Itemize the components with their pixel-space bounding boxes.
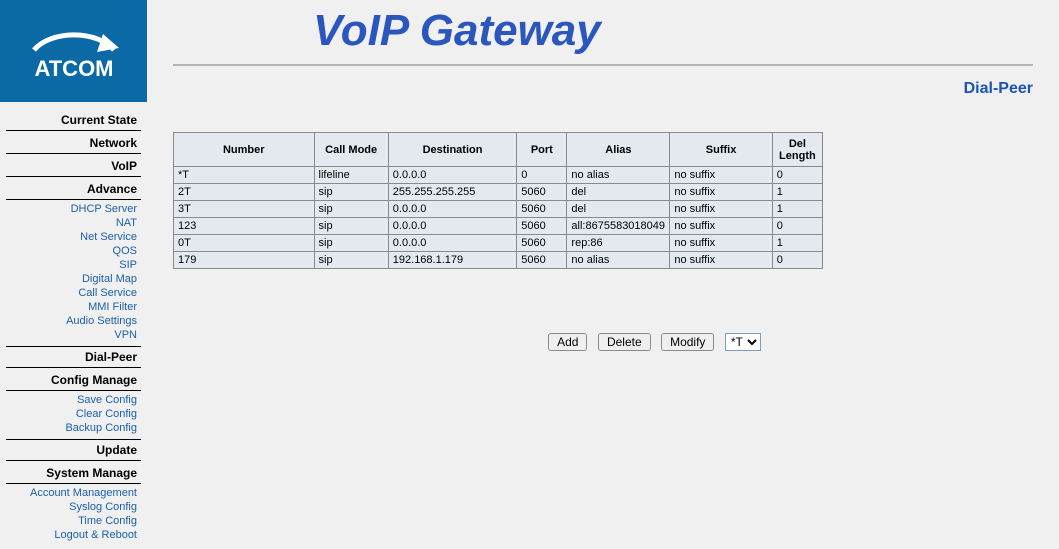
table-cell: 3T: [174, 201, 315, 218]
table-cell: sip: [314, 218, 388, 235]
nav-item-syslog-config[interactable]: Syslog Config: [6, 500, 137, 514]
nav-config-manage[interactable]: Config Manage: [6, 370, 141, 391]
table-cell: 255.255.255.255: [388, 184, 516, 201]
table-row: 2Tsip255.255.255.2555060delno suffix1: [174, 184, 823, 201]
table-cell: 5060: [517, 252, 567, 269]
nav-system-manage[interactable]: System Manage: [6, 463, 141, 484]
table-row: 123sip0.0.0.05060all:8675583018049no suf…: [174, 218, 823, 235]
col-port: Port: [517, 133, 567, 167]
nav-item-logout-reboot[interactable]: Logout & Reboot: [6, 528, 137, 542]
table-cell: sip: [314, 184, 388, 201]
table-cell: rep:86: [567, 235, 670, 252]
nav-voip[interactable]: VoIP: [6, 156, 141, 177]
nav-current-state[interactable]: Current State: [6, 110, 141, 131]
nav-update[interactable]: Update: [6, 440, 141, 461]
nav-item-time-config[interactable]: Time Config: [6, 514, 137, 528]
col-suffix: Suffix: [670, 133, 772, 167]
page-subtitle: Dial-Peer: [173, 80, 1033, 98]
nav-advance[interactable]: Advance: [6, 179, 141, 200]
nav-item-dhcp-server[interactable]: DHCP Server: [6, 202, 137, 216]
table-cell: 2T: [174, 184, 315, 201]
nav-item-mmi-filter[interactable]: MMI Filter: [6, 300, 137, 314]
table-cell: 5060: [517, 201, 567, 218]
col-alias: Alias: [567, 133, 670, 167]
table-cell: 0.0.0.0: [388, 218, 516, 235]
table-cell: 0.0.0.0: [388, 201, 516, 218]
col-call-mode: Call Mode: [314, 133, 388, 167]
col-number: Number: [174, 133, 315, 167]
nav-item-nat[interactable]: NAT: [6, 216, 137, 230]
nav-advance-items: DHCP Server NAT Net Service QOS SIP Digi…: [6, 202, 141, 347]
delete-button[interactable]: Delete: [598, 333, 651, 351]
table-row: *Tlifeline0.0.0.00no aliasno suffix0: [174, 167, 823, 184]
table-cell: 5060: [517, 218, 567, 235]
table-cell: 0: [772, 167, 822, 184]
dial-peer-table: Number Call Mode Destination Port Alias …: [173, 132, 823, 269]
table-cell: no suffix: [670, 252, 772, 269]
logo: ATCOM: [0, 0, 147, 102]
table-cell: del: [567, 184, 670, 201]
modify-button[interactable]: Modify: [661, 333, 714, 351]
logo-text: ATCOM: [34, 56, 113, 81]
nav-item-save-config[interactable]: Save Config: [6, 393, 137, 407]
logo-arc-icon: ATCOM: [19, 16, 129, 86]
nav-item-account-mgmt[interactable]: Account Management: [6, 486, 137, 500]
table-cell: 0: [772, 218, 822, 235]
table-cell: 179: [174, 252, 315, 269]
table-row: 0Tsip0.0.0.05060rep:86no suffix1: [174, 235, 823, 252]
table-cell: no suffix: [670, 167, 772, 184]
add-button[interactable]: Add: [548, 333, 587, 351]
table-cell: no alias: [567, 167, 670, 184]
table-cell: sip: [314, 201, 388, 218]
nav-item-audio-settings[interactable]: Audio Settings: [6, 314, 137, 328]
table-cell: 0.0.0.0: [388, 167, 516, 184]
table-row: 179sip192.168.1.1795060no aliasno suffix…: [174, 252, 823, 269]
table-cell: 5060: [517, 184, 567, 201]
table-cell: 0: [772, 252, 822, 269]
entry-select[interactable]: *T: [725, 333, 761, 351]
nav-network[interactable]: Network: [6, 133, 141, 154]
table-cell: sip: [314, 252, 388, 269]
table-cell: sip: [314, 235, 388, 252]
col-del-length: Del Length: [772, 133, 822, 167]
nav-item-call-service[interactable]: Call Service: [6, 286, 137, 300]
col-destination: Destination: [388, 133, 516, 167]
table-cell: 1: [772, 235, 822, 252]
nav-item-backup-config[interactable]: Backup Config: [6, 421, 137, 435]
nav-config-items: Save Config Clear Config Backup Config: [6, 393, 141, 440]
table-cell: no alias: [567, 252, 670, 269]
table-cell: lifeline: [314, 167, 388, 184]
nav-system-items: Account Management Syslog Config Time Co…: [6, 486, 141, 546]
table-cell: 0T: [174, 235, 315, 252]
table-cell: 0: [517, 167, 567, 184]
nav-item-sip[interactable]: SIP: [6, 258, 137, 272]
nav-dial-peer[interactable]: Dial-Peer: [6, 347, 141, 368]
nav-item-vpn[interactable]: VPN: [6, 328, 137, 342]
main: VoIP Gateway Dial-Peer Number Call Mode …: [147, 0, 1059, 549]
nav: Current State Network VoIP Advance DHCP …: [0, 102, 147, 546]
table-cell: del: [567, 201, 670, 218]
nav-item-qos[interactable]: QOS: [6, 244, 137, 258]
table-row: 3Tsip0.0.0.05060delno suffix1: [174, 201, 823, 218]
nav-item-digital-map[interactable]: Digital Map: [6, 272, 137, 286]
table-cell: no suffix: [670, 235, 772, 252]
table-cell: 123: [174, 218, 315, 235]
table-cell: 5060: [517, 235, 567, 252]
table-cell: 1: [772, 201, 822, 218]
table-cell: 1: [772, 184, 822, 201]
table-cell: *T: [174, 167, 315, 184]
table-cell: no suffix: [670, 218, 772, 235]
table-cell: 0.0.0.0: [388, 235, 516, 252]
table-cell: no suffix: [670, 201, 772, 218]
table-header-row: Number Call Mode Destination Port Alias …: [174, 133, 823, 167]
page-title: VoIP Gateway: [313, 6, 1033, 56]
nav-item-clear-config[interactable]: Clear Config: [6, 407, 137, 421]
table-cell: all:8675583018049: [567, 218, 670, 235]
controls: Add Delete Modify *T: [173, 333, 1033, 351]
nav-item-net-service[interactable]: Net Service: [6, 230, 137, 244]
table-cell: 192.168.1.179: [388, 252, 516, 269]
divider: [173, 64, 1033, 66]
sidebar: ATCOM Current State Network VoIP Advance…: [0, 0, 147, 549]
table-cell: no suffix: [670, 184, 772, 201]
